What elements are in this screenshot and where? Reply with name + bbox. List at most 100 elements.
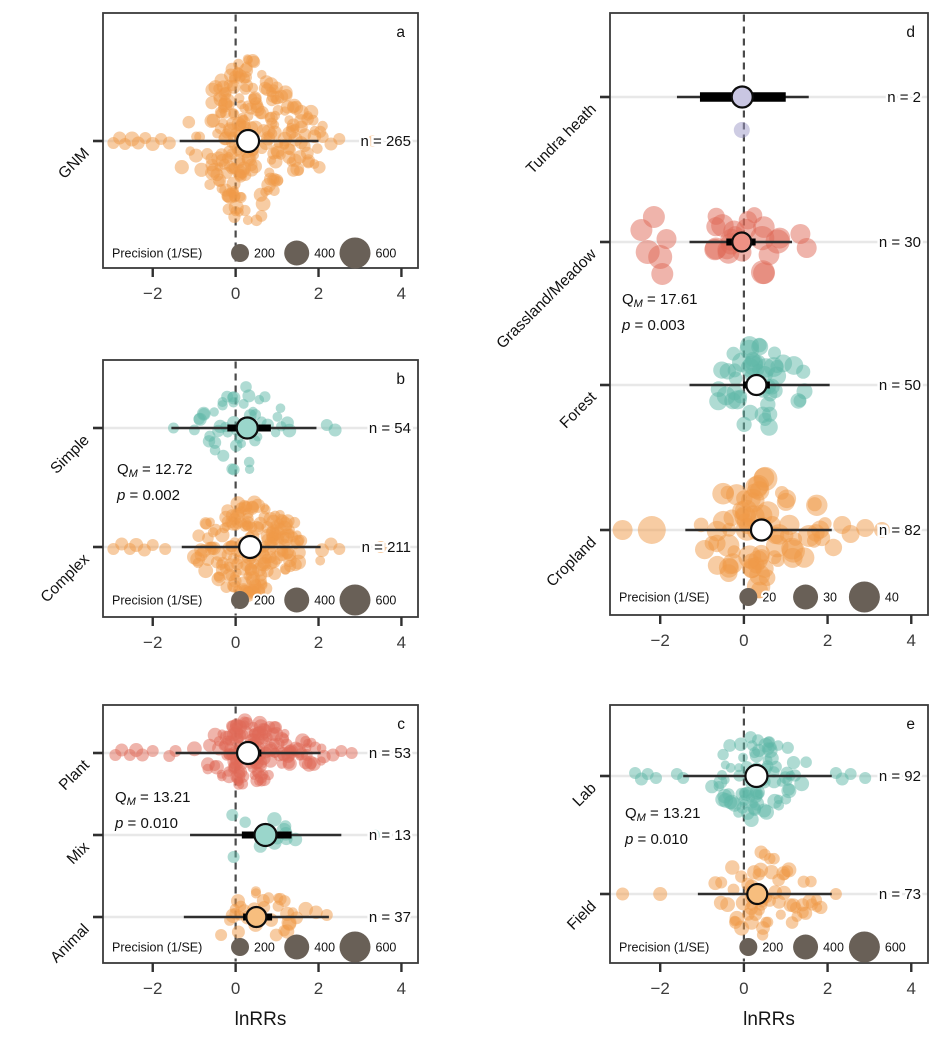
row-label: GNM	[55, 145, 93, 183]
data-point	[272, 105, 284, 116]
legend-bubble	[231, 938, 250, 956]
mean-estimate	[253, 822, 278, 848]
data-point	[223, 766, 234, 777]
data-point	[247, 495, 262, 511]
x-tick-label: 0	[231, 284, 240, 303]
x-axis-label: lnRRs	[743, 1009, 795, 1030]
data-point	[812, 902, 823, 913]
data-point	[648, 245, 673, 269]
panel-letter: c	[397, 716, 405, 733]
x-tick-label: 0	[231, 979, 240, 998]
n-label: n = 13	[369, 827, 411, 844]
data-point	[786, 756, 801, 770]
data-point	[718, 557, 739, 578]
data-point	[829, 888, 842, 900]
row-label: Animal	[47, 921, 93, 967]
legend-value: 400	[823, 941, 844, 955]
x-tick-label: −2	[651, 979, 670, 998]
data-point	[266, 546, 277, 556]
data-point	[290, 162, 305, 177]
p-value: p = 0.002	[116, 487, 180, 504]
data-point	[712, 482, 734, 505]
panel-letter: b	[396, 371, 405, 388]
data-point	[312, 143, 323, 154]
legend-value: 30	[823, 591, 837, 605]
n-label: n = 50	[879, 377, 921, 394]
data-point	[736, 416, 752, 432]
data-point	[270, 428, 281, 438]
data-point	[215, 527, 230, 543]
x-tick-label: 0	[231, 633, 240, 652]
data-point	[249, 150, 259, 160]
data-point	[269, 721, 282, 734]
data-point	[768, 852, 780, 865]
data-point	[255, 196, 271, 212]
data-point	[303, 738, 313, 748]
data-point	[741, 806, 755, 820]
n-label: n = 37	[369, 909, 411, 926]
data-point	[255, 569, 268, 582]
data-point	[805, 875, 817, 888]
data-point	[266, 86, 277, 98]
mean-estimate	[730, 85, 754, 109]
data-point	[713, 775, 728, 789]
data-point	[208, 436, 222, 449]
data-point	[254, 776, 264, 786]
data-point	[212, 424, 225, 437]
effect-size-swarm	[107, 54, 378, 227]
data-point	[763, 357, 784, 377]
data-point	[226, 719, 242, 735]
data-point	[716, 534, 740, 557]
data-point	[244, 464, 255, 474]
data-point	[198, 563, 214, 579]
data-point	[263, 185, 273, 196]
data-point	[298, 901, 314, 917]
effect-size-swarm	[107, 495, 387, 602]
data-point	[717, 748, 729, 761]
data-point	[764, 865, 779, 880]
data-point	[193, 413, 205, 425]
data-point	[720, 760, 730, 770]
legend-bubble	[231, 591, 250, 609]
n-label: n = 265	[361, 133, 411, 150]
data-point	[185, 146, 195, 156]
mean-estimate	[235, 128, 261, 154]
data-point	[374, 541, 387, 553]
data-point	[272, 900, 284, 912]
x-tick-label: 4	[397, 979, 406, 998]
data-point	[232, 568, 242, 578]
data-point	[209, 407, 219, 417]
data-point	[278, 733, 289, 744]
data-point	[333, 133, 346, 145]
data-point	[769, 760, 782, 773]
x-tick-label: 0	[739, 979, 748, 998]
data-point	[708, 876, 723, 891]
x-tick-label: 2	[823, 979, 832, 998]
legend-title: Precision (1/SE)	[112, 941, 202, 955]
effect-size-swarm	[709, 336, 813, 436]
data-point	[236, 770, 250, 783]
data-point	[796, 238, 817, 258]
data-point	[760, 916, 772, 928]
row-label: Simple	[47, 432, 93, 478]
row-label: Plant	[56, 756, 93, 793]
panel-e: n = 92 Lab n = 73 Field Precision (1/SE) 200 4…	[564, 704, 929, 1030]
data-point	[249, 409, 261, 421]
data-point	[747, 474, 770, 497]
legend-value: 200	[762, 941, 783, 955]
legend-bubble	[284, 934, 310, 960]
n-label: n = 54	[369, 420, 411, 437]
data-point	[775, 909, 786, 920]
data-point	[232, 165, 248, 180]
data-point	[222, 730, 233, 741]
data-point	[706, 217, 726, 237]
data-point	[271, 145, 285, 159]
legend-bubble	[739, 588, 758, 606]
data-point	[316, 131, 329, 143]
data-point	[234, 93, 245, 104]
data-point	[723, 739, 737, 752]
x-tick-label: 4	[397, 284, 406, 303]
data-point	[215, 929, 228, 941]
